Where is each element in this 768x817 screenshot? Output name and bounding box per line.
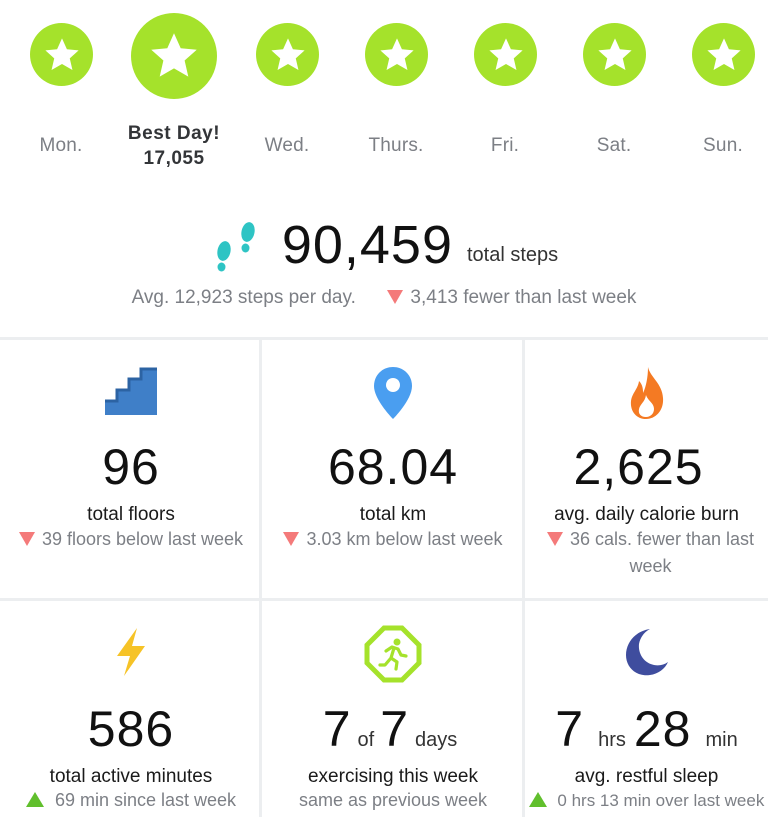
steps-change: 3,413 fewer than last week — [410, 287, 637, 308]
steps-average: Avg. 12,923 steps per day. — [131, 287, 356, 308]
star-icon — [379, 37, 414, 70]
distance-change: 3.03 km below last week — [262, 526, 524, 553]
distance-value: 68.04 — [327, 439, 459, 495]
steps-subline: Avg. 12,923 steps per day. 3,413 fewer t… — [0, 287, 768, 309]
calories-change: 36 cals. fewer than last week — [525, 526, 768, 580]
calories-change-text: 36 cals. fewer than last week — [569, 529, 755, 576]
stat-tile-calories[interactable]: 2,625 avg. daily calorie burn 36 cals. f… — [525, 337, 768, 598]
star-icon — [488, 37, 523, 70]
divider — [0, 598, 768, 601]
day-label-thurs: Thurs. — [368, 135, 424, 156]
stat-tile-exercise[interactable]: 7 of 7 days exercising this week same as pr… — [262, 601, 524, 817]
day-star-badge-wed[interactable] — [256, 23, 319, 86]
exercise-days-done: 7 — [322, 701, 352, 757]
location-pin-icon — [374, 367, 412, 419]
star-icon — [706, 37, 741, 70]
trend-down-icon — [283, 532, 300, 546]
day-label-sat: Sat. — [596, 135, 632, 156]
exercise-value: 7 of 7 days — [262, 701, 524, 768]
day-star-badge-sun[interactable] — [692, 23, 755, 86]
star-icon — [151, 33, 197, 77]
divider — [0, 337, 768, 340]
star-icon — [44, 37, 79, 70]
distance-change-text: 3.03 km below last week — [306, 529, 503, 549]
floors-label: total floors — [87, 504, 175, 525]
day-star-badge-mon[interactable] — [30, 23, 93, 86]
trend-down-icon — [546, 532, 563, 546]
sleep-change: 0 hrs 13 min over last week — [525, 787, 768, 814]
trend-up-icon — [25, 792, 44, 807]
divider — [259, 337, 262, 817]
steps-total-unit: total steps — [467, 244, 559, 266]
day-label-mon: Mon. — [39, 135, 83, 156]
floors-change-text: 39 floors below last week — [41, 529, 244, 549]
star-icon — [597, 37, 632, 70]
stat-tile-sleep[interactable]: 7 hrs 28 min avg. restful sleep 0 hrs 13 mi… — [525, 601, 768, 817]
best-day-star-badge[interactable] — [131, 13, 217, 99]
stat-tile-active-minutes[interactable]: 586 total active minutes 69 min since la… — [0, 601, 262, 817]
active-minutes-label: total active minutes — [49, 766, 213, 787]
day-label-fri: Fri. — [490, 135, 520, 156]
flame-icon — [630, 367, 663, 419]
exercise-unit: days — [415, 729, 458, 751]
sleep-hours-unit: hrs — [598, 729, 626, 751]
exercise-days-total: 7 — [380, 701, 410, 757]
exercise-change: same as previous week — [298, 790, 488, 810]
active-minutes-value: 586 — [87, 701, 175, 757]
distance-label: total km — [359, 504, 427, 525]
exercise-label: exercising this week — [307, 766, 479, 787]
steps-total-row: 90,459 total steps — [0, 205, 768, 275]
best-day-steps: 17,055 — [143, 148, 205, 169]
exercise-of: of — [357, 729, 375, 751]
steps-summary[interactable]: 90,459 total steps Avg. 12,923 steps per… — [0, 205, 768, 315]
sleep-change-text: 0 hrs 13 min over last week — [557, 791, 765, 810]
day-star-badge-sat[interactable] — [583, 23, 646, 86]
day-star-badge-fri[interactable] — [474, 23, 537, 86]
stat-tile-distance[interactable]: 68.04 total km 3.03 km below last week — [262, 337, 524, 598]
floors-change: 39 floors below last week — [0, 526, 262, 553]
sleep-minutes: 28 — [633, 701, 692, 757]
steps-total-value: 90,459 — [281, 215, 453, 275]
best-day-label: Best Day! 17,055 — [128, 121, 220, 171]
day-star-badge-thurs[interactable] — [365, 23, 428, 86]
trend-up-icon — [528, 792, 547, 807]
footsteps-icon — [217, 222, 255, 272]
active-minutes-change: 69 min since last week — [0, 787, 262, 814]
trend-down-icon — [387, 290, 404, 304]
floors-value: 96 — [102, 439, 160, 495]
best-day-title: Best Day! — [127, 123, 221, 144]
week-days-row: Mon. Best Day! 17,055 Wed. Thurs. Fri. S… — [0, 0, 768, 180]
calories-value: 2,625 — [573, 439, 704, 495]
running-person-icon — [364, 625, 422, 683]
sleep-hours: 7 — [555, 701, 585, 757]
stat-tile-floors[interactable]: 96 total floors 39 floors below last wee… — [0, 337, 262, 598]
active-minutes-change-text: 69 min since last week — [54, 790, 237, 810]
day-label-wed: Wed. — [264, 135, 310, 156]
moon-icon — [625, 629, 668, 676]
stats-grid: 96 total floors 39 floors below last wee… — [0, 337, 768, 817]
star-icon — [270, 37, 305, 70]
divider — [522, 337, 525, 817]
sleep-label: avg. restful sleep — [574, 766, 719, 787]
sleep-minutes-unit: min — [705, 729, 738, 751]
lightning-icon — [117, 628, 145, 676]
day-label-sun: Sun. — [703, 135, 743, 156]
stairs-icon — [105, 367, 157, 415]
trend-down-icon — [18, 532, 35, 546]
calories-label: avg. daily calorie burn — [554, 504, 739, 525]
sleep-value: 7 hrs 28 min — [525, 701, 768, 768]
